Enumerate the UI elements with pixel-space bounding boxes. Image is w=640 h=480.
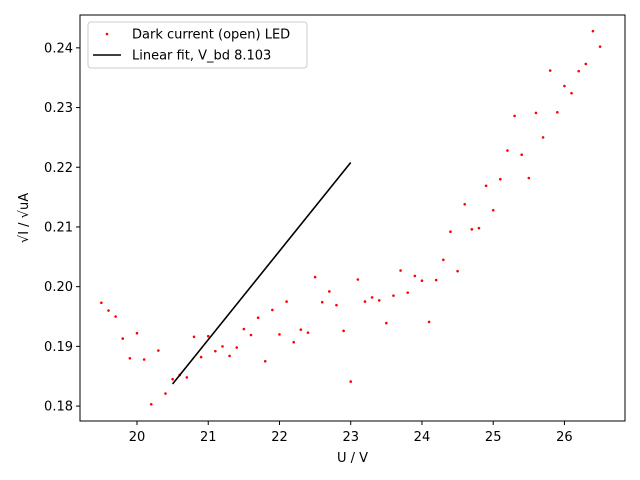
- data-point: [313, 275, 317, 279]
- data-point: [271, 308, 274, 312]
- data-point: [242, 327, 246, 331]
- data-point: [256, 316, 260, 320]
- data-point: [128, 357, 132, 360]
- data-point: [292, 340, 296, 344]
- data-point: [449, 230, 452, 234]
- y-axis-label: √I / √uA: [17, 193, 32, 243]
- data-point: [463, 202, 467, 206]
- data-point: [171, 377, 174, 381]
- data-point: [100, 301, 103, 305]
- x-axis-label: U / V: [337, 451, 368, 466]
- data-point: [192, 335, 196, 339]
- data-point: [263, 359, 267, 363]
- data-point: [228, 354, 231, 358]
- data-point: [563, 84, 566, 88]
- data-point: [499, 177, 502, 181]
- data-point: [456, 269, 459, 273]
- data-point: [342, 329, 345, 333]
- data-point: [577, 69, 580, 73]
- data-point: [370, 296, 374, 299]
- data-point: [442, 258, 445, 262]
- y-tick-label: 0.18: [44, 400, 73, 415]
- data-point: [199, 355, 203, 359]
- data-point: [135, 331, 139, 335]
- y-tick-label: 0.21: [44, 220, 73, 235]
- data-point: [299, 328, 303, 331]
- data-point: [584, 62, 588, 66]
- data-point: [534, 111, 538, 115]
- y-axis: 0.18 0.19 0.20 0.21 0.22 0.23 0.24: [44, 41, 80, 415]
- fit-line: [171, 161, 352, 385]
- data-point: [107, 309, 110, 312]
- plot-frame: [79, 14, 626, 422]
- data-point: [164, 392, 167, 395]
- data-point: [491, 208, 495, 212]
- y-tick-label: 0.22: [44, 161, 73, 176]
- data-point: [285, 300, 288, 303]
- y-tick-label: 0.24: [44, 41, 73, 56]
- legend-label-fit: Linear fit, V_bd 8.103: [132, 49, 271, 64]
- data-point: [470, 228, 474, 231]
- legend-label-scatter: Dark current (open) LED: [132, 28, 290, 43]
- data-point: [206, 334, 210, 338]
- legend-frame: [87, 21, 308, 69]
- data-point: [278, 333, 281, 336]
- data-point: [591, 29, 595, 33]
- data-point: [570, 91, 573, 95]
- x-tick-label: 24: [414, 430, 431, 445]
- x-tick-label: 21: [200, 430, 217, 445]
- x-tick-label: 26: [556, 430, 573, 445]
- data-point: [399, 269, 402, 272]
- data-point: [484, 184, 488, 188]
- data-point: [157, 349, 160, 352]
- data-point: [235, 346, 239, 349]
- y-tick-label: 0.23: [44, 101, 73, 116]
- data-point: [556, 111, 559, 114]
- y-tick-label: 0.20: [44, 280, 73, 295]
- data-point: [385, 321, 388, 325]
- data-point: [406, 291, 410, 294]
- data-point: [142, 358, 146, 361]
- legend: Dark current (open) LED Linear fit, V_bd…: [87, 21, 308, 69]
- data-point: [306, 331, 310, 334]
- data-point: [349, 380, 353, 383]
- x-tick-label: 20: [129, 430, 146, 445]
- data-point: [377, 299, 381, 302]
- data-point: [427, 320, 431, 324]
- data-point: [363, 300, 367, 303]
- data-point: [249, 333, 253, 337]
- data-point: [335, 303, 338, 307]
- x-tick-label: 22: [271, 430, 288, 445]
- data-point: [434, 278, 438, 282]
- data-point: [185, 376, 189, 379]
- data-point: [527, 176, 531, 180]
- data-point: [114, 315, 117, 318]
- x-axis: 20 21 22 23 24 25 26: [129, 421, 573, 445]
- data-point: [413, 274, 417, 278]
- plot-area: [80, 15, 625, 421]
- data-point: [328, 290, 331, 293]
- data-point: [520, 153, 523, 157]
- data-point: [506, 149, 509, 152]
- data-point: [548, 69, 552, 72]
- x-tick-label: 23: [342, 430, 359, 445]
- data-point: [149, 402, 153, 406]
- plot-marks: [100, 29, 602, 406]
- data-point: [356, 278, 360, 281]
- data-point: [320, 300, 324, 304]
- data-point: [420, 279, 424, 282]
- data-point: [598, 45, 602, 48]
- data-point: [214, 349, 217, 353]
- x-tick-label: 25: [485, 430, 502, 445]
- data-point: [392, 294, 395, 297]
- data-point: [121, 337, 125, 340]
- y-tick-label: 0.19: [44, 340, 73, 355]
- data-point: [513, 114, 516, 118]
- data-point: [541, 136, 545, 139]
- legend-marker-scatter: [105, 32, 109, 36]
- data-point: [477, 226, 481, 230]
- data-point: [221, 345, 224, 348]
